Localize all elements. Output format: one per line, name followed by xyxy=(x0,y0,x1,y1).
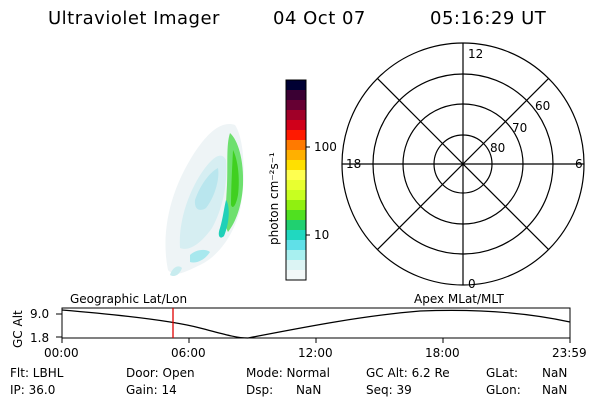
page-title: Ultraviolet Imager xyxy=(48,8,220,29)
colorbar-unit-label: photon cm⁻²s⁻¹ xyxy=(267,152,281,245)
xtick-18-00: 18:00 xyxy=(425,346,460,360)
status-ip: IP: 36.0 xyxy=(10,383,55,397)
polar-label-lat-70: 70 xyxy=(512,121,527,135)
status-glon-label: GLon: xyxy=(486,383,521,397)
status-glat-label: GLat: xyxy=(486,366,518,380)
status-seq: Seq: 39 xyxy=(366,383,412,397)
colorbar-segment xyxy=(286,160,306,171)
colorbar-tick-label-100: 100 xyxy=(314,140,337,154)
colorbar-segment xyxy=(286,180,306,191)
status-gc-alt: GC Alt: 6.2 Re xyxy=(366,366,450,380)
colorbar-segment xyxy=(286,120,306,131)
polar-grid xyxy=(341,42,585,286)
colorbar-segment xyxy=(286,250,306,261)
auroral-image xyxy=(165,124,244,277)
status-dsp-value: NaN xyxy=(296,383,321,397)
polar-label-mlt-0: 0 xyxy=(468,277,476,291)
colorbar-segment xyxy=(286,240,306,251)
geographic-label: Geographic Lat/Lon xyxy=(70,292,187,306)
polar-label-mlt-12: 12 xyxy=(468,47,483,61)
polar-label-mlt-18: 18 xyxy=(346,157,361,171)
colorbar-segment xyxy=(286,130,306,141)
colorbar-segment xyxy=(286,140,306,151)
colorbar-segment xyxy=(286,170,306,181)
colorbar-segment xyxy=(286,210,306,221)
colorbar-segment xyxy=(286,90,306,101)
colorbar-segment xyxy=(286,190,306,201)
colorbar-segment xyxy=(286,110,306,121)
apex-label: Apex MLat/MLT xyxy=(414,292,504,306)
colorbar-frame xyxy=(285,79,307,281)
polar-line-diag2 xyxy=(376,77,550,251)
colorbar-segment xyxy=(286,230,306,241)
colorbar-segment xyxy=(286,220,306,231)
xtick-00-00: 00:00 xyxy=(44,346,79,360)
observation-date: 04 Oct 07 xyxy=(273,8,366,29)
colorbar-segment xyxy=(286,80,306,91)
polar-label-lat-80: 80 xyxy=(490,141,505,155)
status-glon-value: NaN xyxy=(542,383,567,397)
altitude-ytick-1-8: 1.8 xyxy=(30,331,49,345)
status-door: Door: Open xyxy=(126,366,195,380)
xtick-23-59: 23:59 xyxy=(552,346,587,360)
altitude-curve xyxy=(61,309,571,339)
status-mode: Mode: Normal xyxy=(246,366,330,380)
polar-label-lat-60: 60 xyxy=(535,99,550,113)
colorbar-segment xyxy=(286,260,306,271)
polar-label-mlt-6: 6 xyxy=(575,157,583,171)
status-gain: Gain: 14 xyxy=(126,383,177,397)
observation-time: 05:16:29 UT xyxy=(430,8,547,29)
colorbar-segment xyxy=(286,150,306,161)
colorbar-segment xyxy=(286,270,306,281)
xtick-06-00: 06:00 xyxy=(171,346,206,360)
status-glat-value: NaN xyxy=(542,366,567,380)
altitude-xticks xyxy=(61,338,571,343)
altitude-ylabel: GC Alt xyxy=(11,310,25,348)
altitude-ytick-9: 9.0 xyxy=(30,307,49,321)
altitude-plot-frame xyxy=(61,307,571,339)
status-dsp-label: Dsp: xyxy=(246,383,273,397)
colorbar-tick-label-10: 10 xyxy=(314,228,329,242)
colorbar-segment xyxy=(286,100,306,111)
xtick-12-00: 12:00 xyxy=(298,346,333,360)
colorbar-segment xyxy=(286,200,306,211)
status-flt: Flt: LBHL xyxy=(10,366,64,380)
colorbar xyxy=(286,80,306,281)
